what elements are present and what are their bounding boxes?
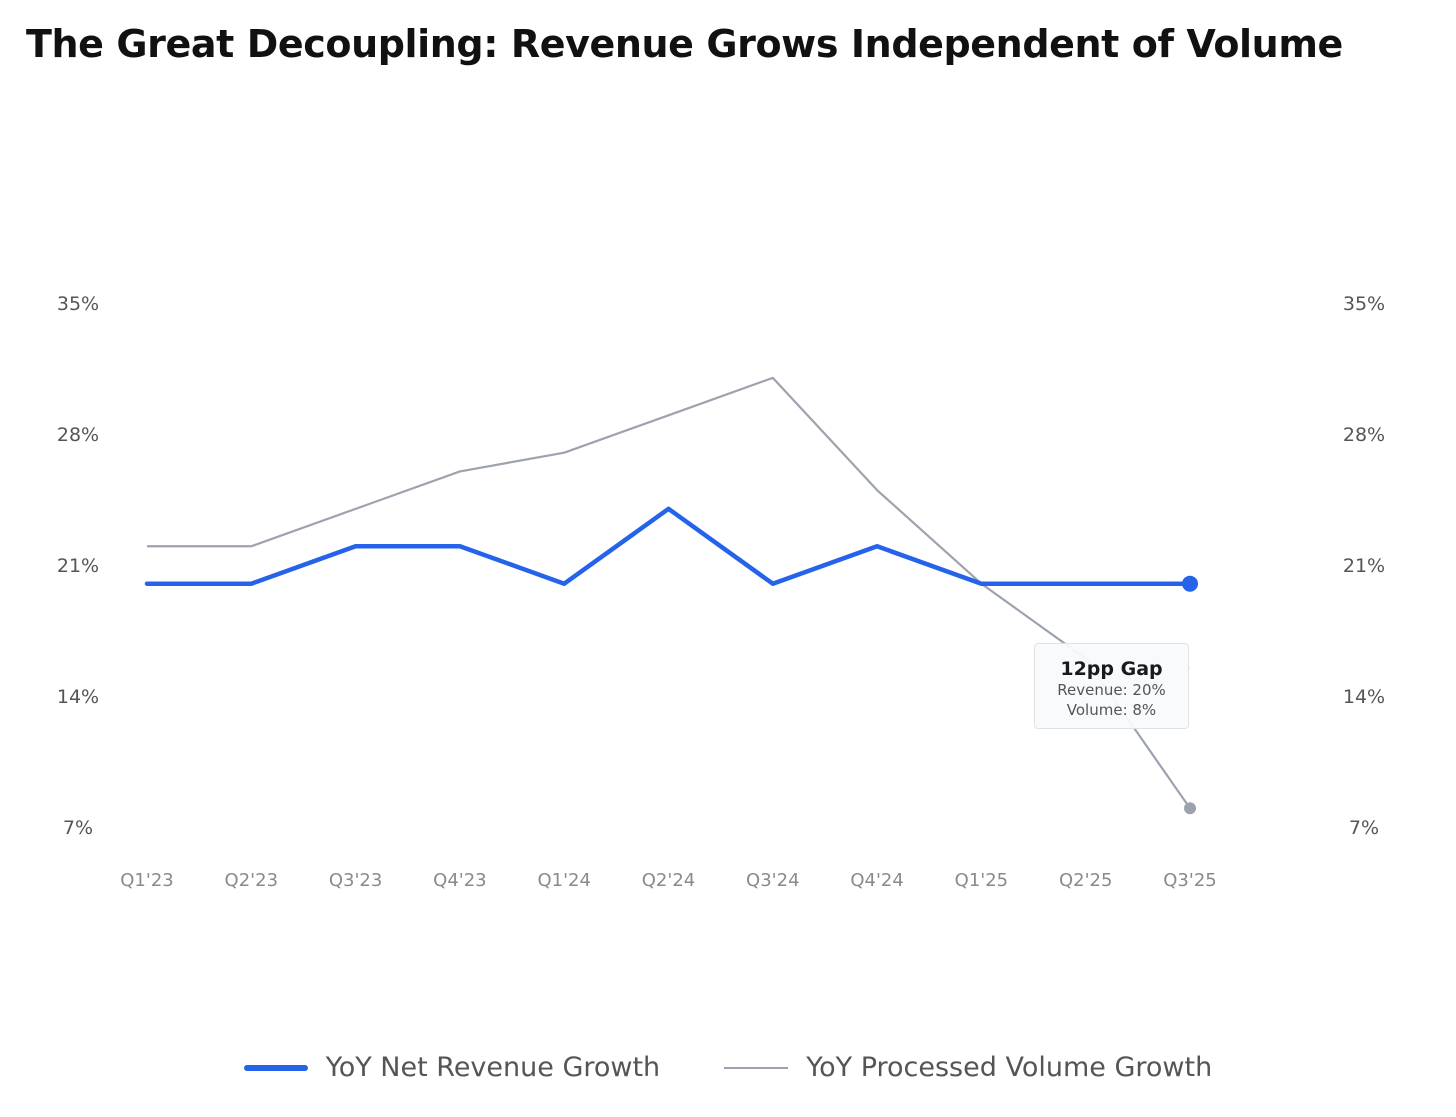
gap-annotation-revenue: Revenue: 20% — [1057, 681, 1166, 699]
chart-title: The Great Decoupling: Revenue Grows Inde… — [26, 22, 1343, 66]
x-tick-label: Q4'23 — [433, 870, 486, 891]
gap-annotation-title: 12pp Gap — [1060, 658, 1163, 680]
legend: YoY Net Revenue Growth YoY Processed Vol… — [0, 1052, 1456, 1083]
x-tick-label: Q2'24 — [642, 870, 695, 891]
legend-item-volume[interactable]: YoY Processed Volume Growth — [724, 1052, 1212, 1083]
y-right-tick-label: 21% — [1343, 555, 1385, 577]
y-axis-left: 35% 28% 21% 14% 7% — [57, 293, 99, 839]
x-tick-label: Q3'23 — [329, 870, 382, 891]
y-axis-right: 35% 28% 21% 14% 7% — [1343, 293, 1385, 839]
y-left-tick-label: 28% — [57, 424, 99, 446]
y-right-tick-label: 28% — [1343, 424, 1385, 446]
end-marker-volume — [1184, 802, 1196, 815]
x-tick-label: Q1'25 — [955, 870, 1008, 891]
legend-label-revenue: YoY Net Revenue Growth — [325, 1052, 661, 1083]
x-tick-label: Q1'23 — [120, 870, 173, 891]
series-layer — [144, 376, 1198, 815]
x-tick-label: Q4'24 — [850, 870, 903, 891]
legend-item-revenue[interactable]: YoY Net Revenue Growth — [243, 1052, 661, 1083]
y-left-tick-label: 14% — [57, 686, 99, 708]
y-left-tick-label: 7% — [63, 817, 93, 839]
y-left-tick-label: 35% — [57, 293, 99, 315]
series-line-revenue — [144, 506, 1193, 586]
end-marker-revenue — [1182, 575, 1198, 592]
x-tick-label: Q3'24 — [746, 870, 799, 891]
y-left-tick-label: 21% — [57, 555, 99, 577]
legend-label-volume: YoY Processed Volume Growth — [806, 1052, 1213, 1083]
gap-annotation: 12pp Gap Revenue: 20% Volume: 8% — [1034, 643, 1189, 729]
x-tick-label: Q3'25 — [1163, 870, 1216, 891]
x-tick-label: Q2'23 — [225, 870, 278, 891]
y-right-tick-label: 35% — [1343, 293, 1385, 315]
legend-swatch-revenue — [243, 1064, 308, 1071]
y-right-tick-label: 7% — [1349, 817, 1379, 839]
series-line-volume — [147, 376, 1191, 809]
x-tick-label: Q1'24 — [537, 870, 590, 891]
x-tick-label: Q2'25 — [1059, 870, 1112, 891]
legend-swatch-volume — [724, 1066, 789, 1069]
line-chart: 35% 28% 21% 14% 7% 35% 28% 21% 14% 7% Q1'23 Q2'23… — [57, 293, 1385, 891]
x-axis: Q1'23 Q2'23 Q3'23 Q4'23 Q1'24 Q2'24 Q3'24 Q4'24… — [120, 870, 1216, 891]
gap-annotation-volume: Volume: 8% — [1066, 701, 1157, 719]
y-right-tick-label: 14% — [1343, 686, 1385, 708]
